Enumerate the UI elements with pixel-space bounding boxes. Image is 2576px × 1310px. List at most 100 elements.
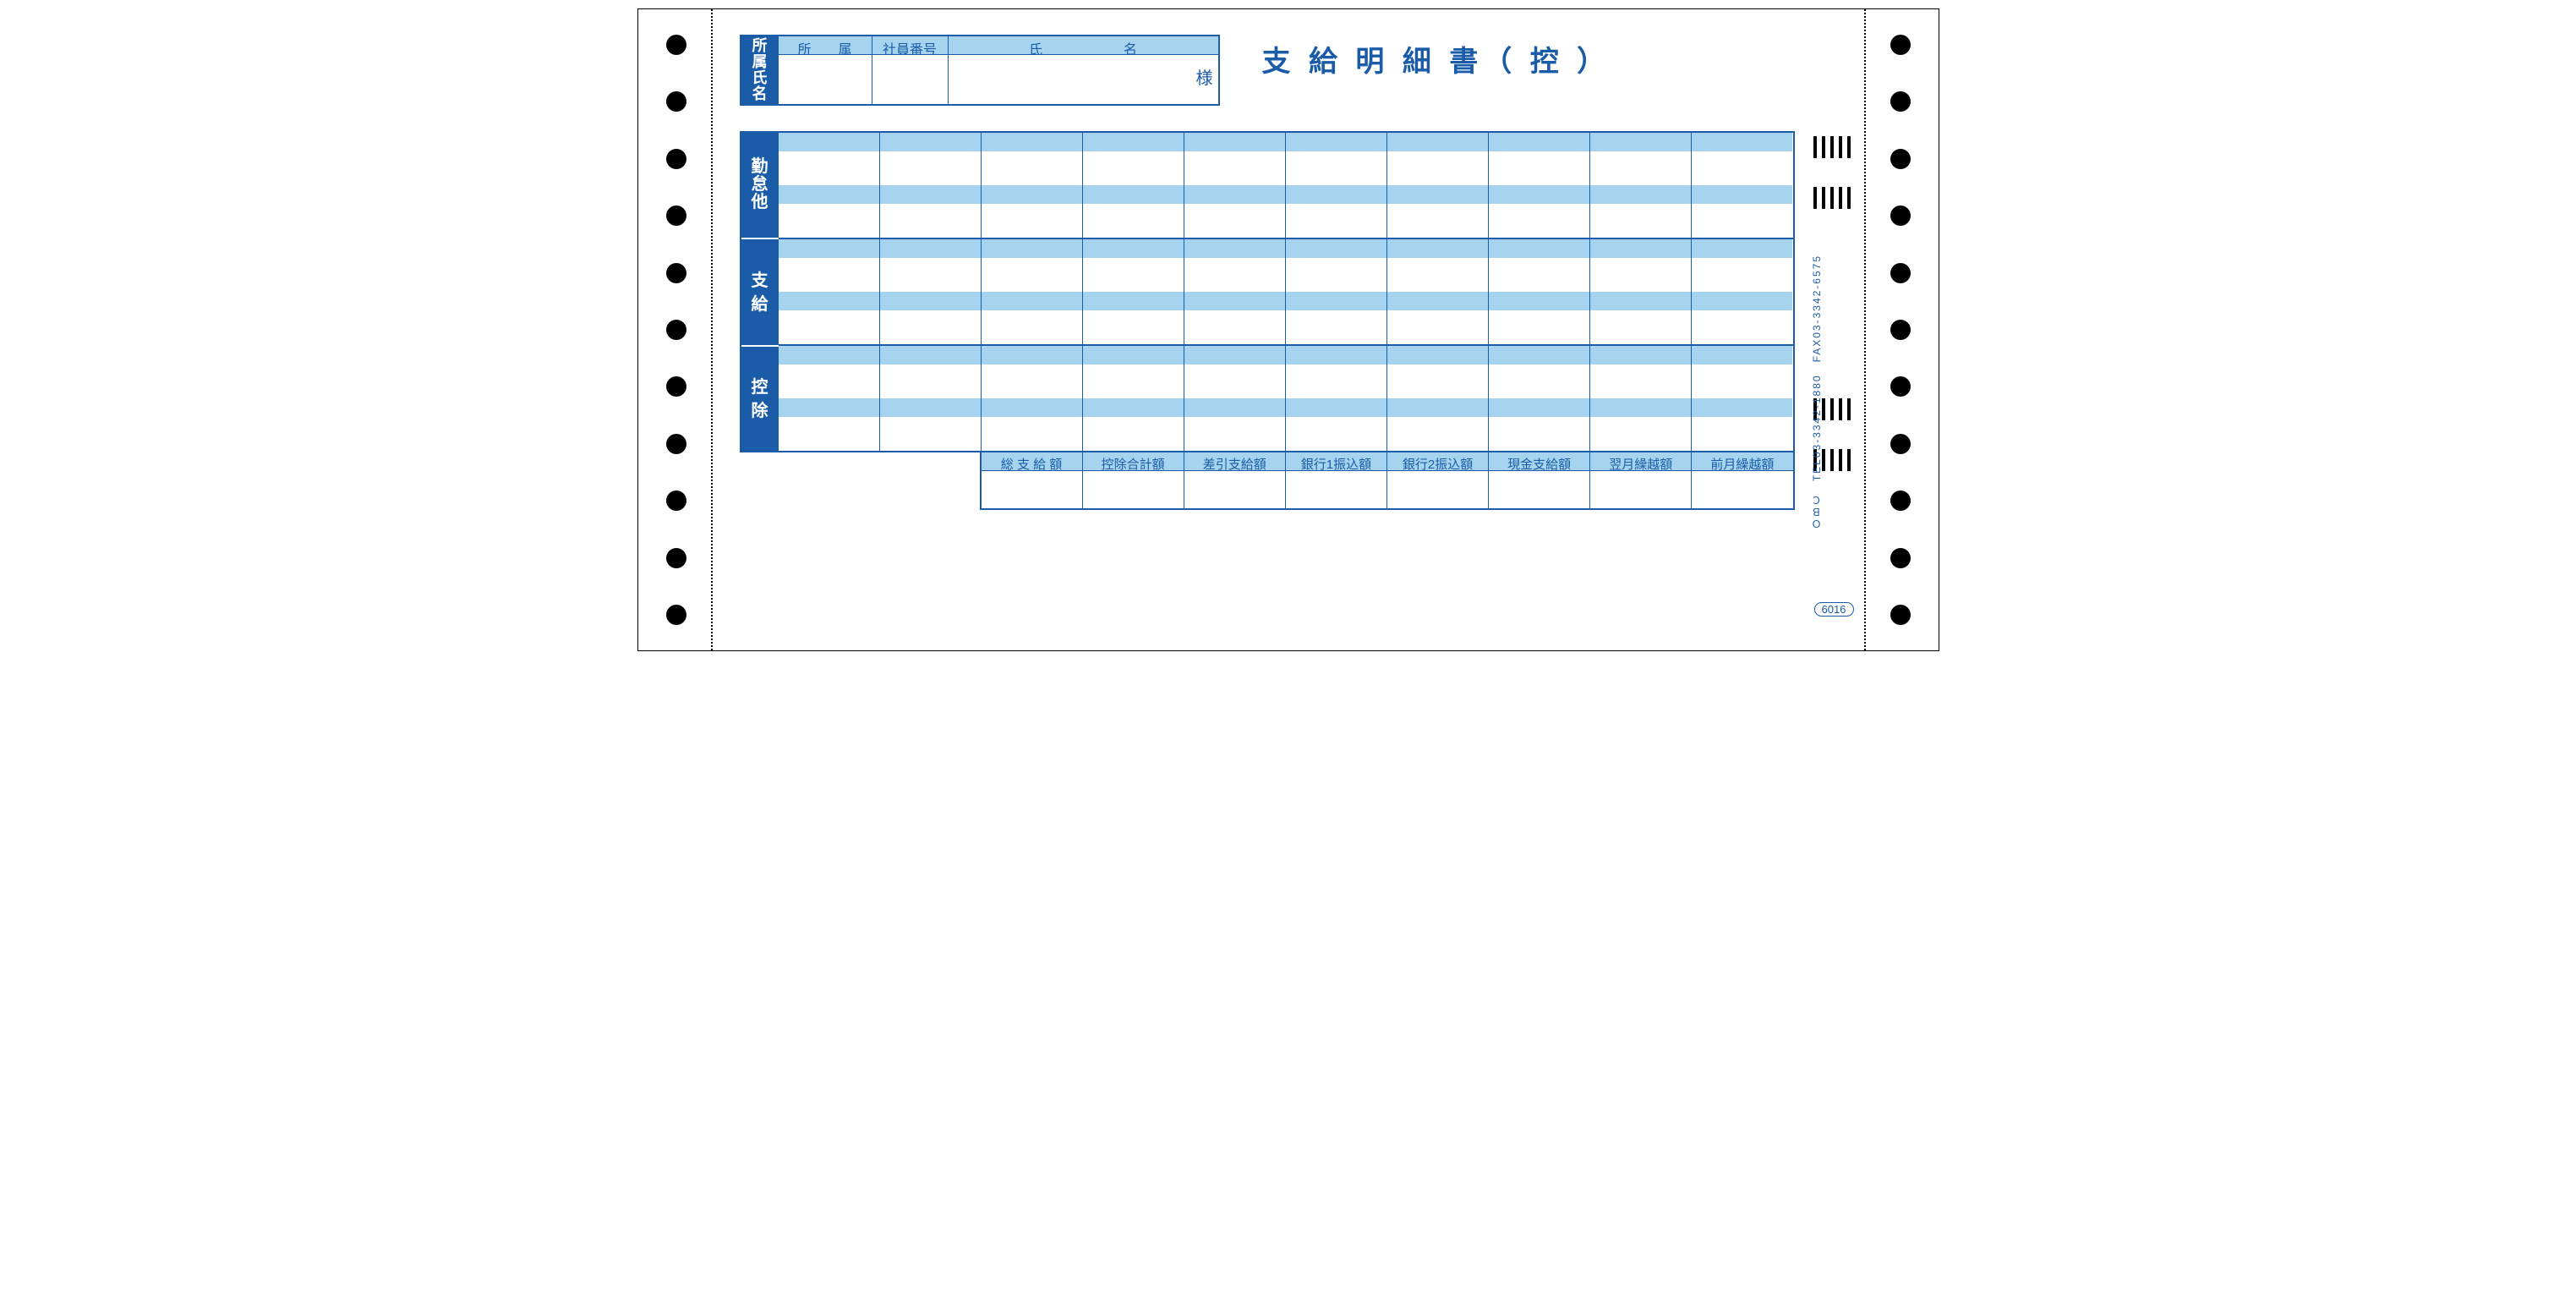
grid-cell — [1285, 346, 1386, 364]
sprocket-hole — [666, 35, 686, 55]
summary-cell: 総 支 給 額 — [982, 452, 1082, 508]
document-title: 支 給 明 細 書（ 控 ） — [1262, 35, 1611, 79]
data-row — [779, 151, 1793, 185]
data-grid — [779, 133, 1793, 452]
grid-cell — [981, 346, 1082, 364]
barcode-mark — [1813, 187, 1851, 209]
grid-cell — [1184, 258, 1285, 292]
grid-cell — [1488, 417, 1589, 451]
header-col-value — [779, 55, 872, 90]
grid-cell — [779, 417, 879, 451]
sprocket-hole — [1890, 434, 1911, 454]
grid-cell — [879, 346, 981, 364]
main-grid: 勤怠他支給控除 — [740, 131, 1795, 452]
grid-cell — [981, 204, 1082, 238]
grid-cell — [1589, 417, 1691, 451]
grid-cell — [1285, 364, 1386, 398]
grid-cell — [1285, 185, 1386, 204]
sprocket-holes-left — [647, 9, 706, 650]
sprocket-hole — [1890, 35, 1911, 55]
sprocket-holes-right — [1871, 9, 1930, 650]
sprocket-hole — [1890, 263, 1911, 283]
summary-label: 差引支給額 — [1184, 452, 1285, 471]
grid-cell — [1589, 204, 1691, 238]
grid-cell — [1691, 239, 1792, 258]
grid-cell — [1082, 258, 1184, 292]
data-row — [779, 204, 1793, 238]
summary-cell: 前月繰越額 — [1691, 452, 1792, 508]
section-label: 勤怠他 — [741, 133, 779, 238]
grid-cell — [1184, 151, 1285, 185]
grid-cell — [1082, 310, 1184, 344]
grid-cell — [1285, 398, 1386, 417]
grid-cell — [1082, 417, 1184, 451]
sprocket-hole — [666, 548, 686, 568]
grid-cell — [1488, 185, 1589, 204]
grid-cell — [1386, 239, 1488, 258]
grid-cell — [1386, 346, 1488, 364]
grid-cell — [1184, 133, 1285, 151]
grid-cell — [879, 310, 981, 344]
grid-cell — [1285, 133, 1386, 151]
grid-cell — [1285, 239, 1386, 258]
summary-row-wrap: 総 支 給 額控除合計額差引支給額銀行1振込額銀行2振込額現金支給額翌月繰越額前… — [740, 452, 1795, 510]
grid-cell — [981, 239, 1082, 258]
grid-section — [779, 133, 1793, 239]
summary-label: 控除合計額 — [1083, 452, 1184, 471]
summary-value — [1083, 471, 1184, 508]
grid-cell — [1589, 185, 1691, 204]
grid-cell — [1488, 292, 1589, 310]
grid-cell — [1691, 185, 1792, 204]
label-row — [779, 292, 1793, 310]
summary-value — [1286, 471, 1386, 508]
grid-cell — [1386, 185, 1488, 204]
grid-cell — [879, 239, 981, 258]
summary-value — [982, 471, 1082, 508]
grid-cell — [981, 398, 1082, 417]
summary-value — [1184, 471, 1285, 508]
grid-cell — [779, 292, 879, 310]
header-col-label: 氏 名 — [949, 36, 1218, 55]
grid-cell — [879, 133, 981, 151]
summary-cell: 銀行1振込額 — [1285, 452, 1386, 508]
publisher-contact: ＯＢＣ TEL03-3342-1880 FAX03-3342-6575 — [1809, 255, 1824, 529]
grid-cell — [779, 185, 879, 204]
summary-label: 総 支 給 額 — [982, 452, 1082, 471]
section-label: 控除 — [741, 345, 779, 452]
grid-cell — [1589, 364, 1691, 398]
grid-cell — [1386, 364, 1488, 398]
sprocket-hole — [666, 434, 686, 454]
grid-section — [779, 346, 1793, 452]
grid-cell — [879, 292, 981, 310]
grid-cell — [879, 185, 981, 204]
content-area: 所属氏名 所 属社員番号氏 名様 支 給 明 細 書（ 控 ） 勤怠他支給控除 … — [740, 35, 1795, 625]
sprocket-hole — [666, 149, 686, 169]
label-row — [779, 239, 1793, 258]
grid-cell — [1184, 292, 1285, 310]
grid-cell — [1589, 398, 1691, 417]
grid-cell — [1691, 346, 1792, 364]
grid-cell — [1386, 133, 1488, 151]
perforation-left — [711, 9, 713, 650]
grid-cell — [1386, 258, 1488, 292]
grid-cell — [1589, 239, 1691, 258]
summary-cell: 翌月繰越額 — [1589, 452, 1691, 508]
form-code: 6016 — [1814, 602, 1854, 617]
summary-label: 翌月繰越額 — [1590, 452, 1691, 471]
grid-cell — [1082, 292, 1184, 310]
employee-info-table: 所属氏名 所 属社員番号氏 名様 — [740, 35, 1220, 106]
grid-cell — [1184, 204, 1285, 238]
grid-cell — [1082, 204, 1184, 238]
summary-cell: 控除合計額 — [1082, 452, 1184, 508]
grid-cell — [1285, 258, 1386, 292]
grid-cell — [779, 364, 879, 398]
header-col-label: 社員番号 — [872, 36, 948, 55]
grid-cell — [1488, 310, 1589, 344]
summary-cell: 差引支給額 — [1184, 452, 1285, 508]
sprocket-hole — [666, 320, 686, 340]
summary-value — [1590, 471, 1691, 508]
grid-cell — [981, 364, 1082, 398]
grid-cell — [981, 151, 1082, 185]
grid-cell — [1184, 310, 1285, 344]
grid-cell — [1589, 258, 1691, 292]
